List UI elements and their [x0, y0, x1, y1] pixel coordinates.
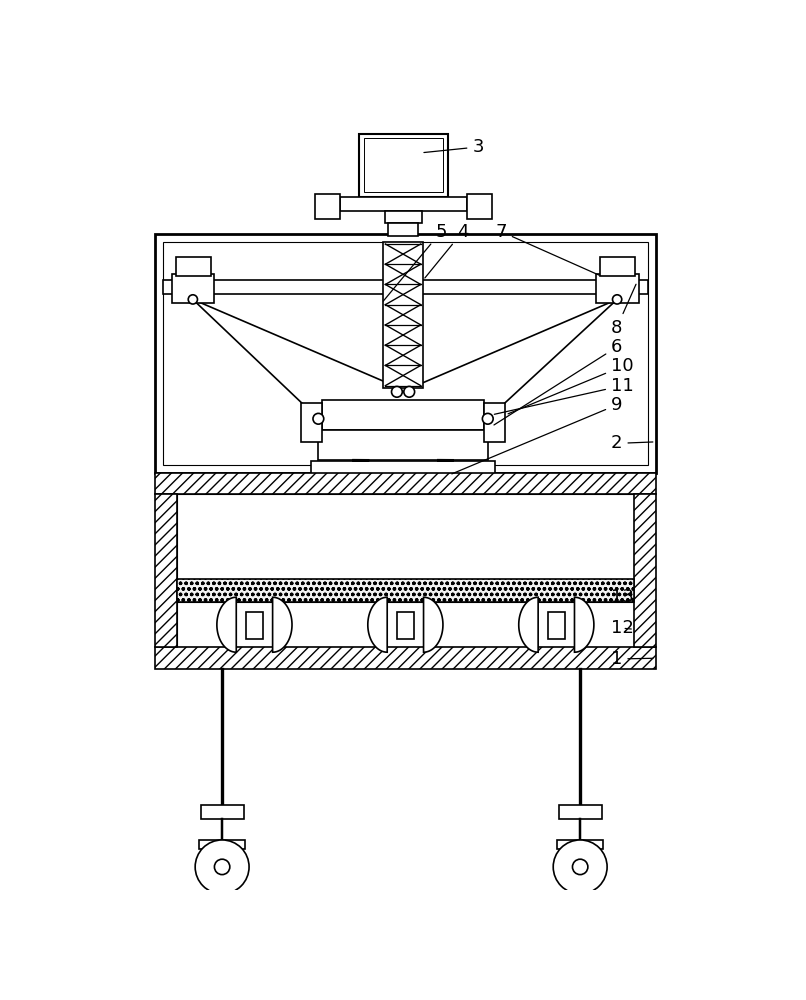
- Polygon shape: [368, 597, 387, 652]
- Polygon shape: [423, 597, 443, 652]
- Bar: [467, 194, 492, 219]
- Bar: [557, 840, 603, 849]
- Text: 3: 3: [424, 138, 484, 156]
- Bar: [177, 602, 634, 647]
- Bar: [177, 494, 634, 579]
- Bar: [155, 647, 655, 669]
- Text: 1: 1: [611, 650, 653, 668]
- Bar: [155, 473, 655, 494]
- Bar: [383, 242, 423, 388]
- Circle shape: [404, 386, 414, 397]
- Text: 9: 9: [452, 396, 622, 474]
- Text: 2: 2: [611, 434, 653, 452]
- Bar: [388, 223, 418, 236]
- Bar: [397, 612, 413, 639]
- Polygon shape: [217, 597, 236, 652]
- Bar: [484, 403, 505, 442]
- Bar: [364, 138, 443, 192]
- Text: 13: 13: [611, 588, 634, 606]
- Circle shape: [613, 295, 621, 304]
- Bar: [634, 494, 655, 647]
- Polygon shape: [519, 597, 538, 652]
- Bar: [315, 194, 340, 219]
- Text: 11: 11: [494, 377, 634, 414]
- Bar: [340, 197, 467, 211]
- Bar: [301, 403, 322, 442]
- Bar: [310, 461, 496, 475]
- Bar: [201, 805, 243, 819]
- Text: 12: 12: [611, 619, 634, 637]
- Bar: [600, 257, 635, 276]
- Bar: [322, 400, 484, 430]
- Bar: [155, 234, 655, 473]
- Bar: [318, 430, 488, 460]
- Circle shape: [482, 413, 493, 424]
- Text: 5: 5: [384, 223, 447, 301]
- Circle shape: [195, 840, 249, 894]
- Bar: [155, 494, 177, 647]
- Text: 10: 10: [508, 357, 634, 414]
- Bar: [163, 242, 648, 465]
- Circle shape: [189, 295, 197, 304]
- Bar: [172, 274, 214, 303]
- Circle shape: [553, 840, 607, 894]
- Text: 8: 8: [611, 284, 636, 337]
- Circle shape: [392, 386, 402, 397]
- Bar: [559, 805, 602, 819]
- Polygon shape: [575, 597, 594, 652]
- Bar: [176, 257, 210, 276]
- Text: 7: 7: [496, 223, 599, 275]
- Bar: [384, 211, 422, 223]
- Bar: [359, 134, 447, 197]
- Text: 6: 6: [494, 338, 622, 425]
- Bar: [199, 840, 245, 849]
- Circle shape: [572, 859, 588, 875]
- Polygon shape: [272, 597, 292, 652]
- Bar: [548, 612, 565, 639]
- Bar: [163, 280, 648, 294]
- Text: 4: 4: [425, 223, 468, 278]
- Bar: [246, 612, 263, 639]
- Bar: [596, 274, 638, 303]
- Circle shape: [214, 859, 230, 875]
- Bar: [177, 579, 634, 602]
- Circle shape: [313, 413, 324, 424]
